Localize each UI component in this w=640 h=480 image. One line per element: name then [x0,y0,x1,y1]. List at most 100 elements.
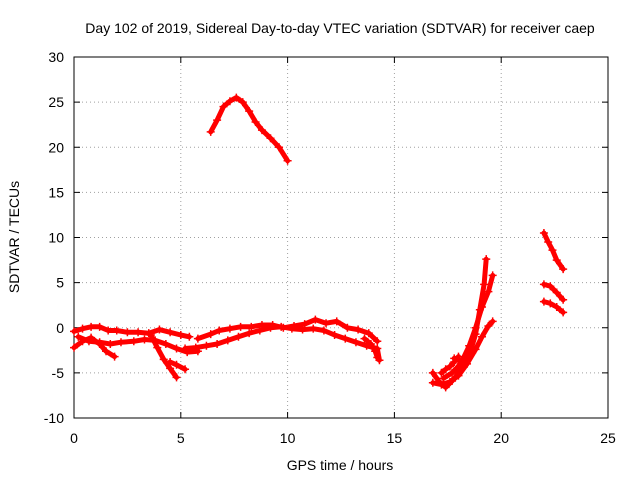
data-point [454,371,463,380]
data-point [552,256,561,265]
data-point [102,347,111,356]
data-point [439,374,448,383]
series-track [441,272,496,381]
series-arc-12 [439,271,497,383]
tick-label-layer: 0 5 10 15 20 25 -10 -5 0 5 10 15 20 25 30 [44,49,616,446]
data-point [153,343,162,352]
data-point [484,287,493,296]
data-point [219,102,228,111]
series-track [541,299,566,315]
data-point [488,271,497,280]
y-tick-label: 15 [48,184,64,200]
data-point [477,302,486,311]
x-tick-label: 5 [177,430,185,446]
data-point [213,116,222,125]
data-point [484,321,493,330]
plot-frame [73,56,609,419]
series-arc-6 [166,358,190,374]
data-point [437,380,446,389]
data-point [465,341,474,350]
data-point [266,134,275,143]
data-point [343,323,352,332]
data-point [172,373,181,382]
data-point [225,324,234,333]
series-arc-16 [539,297,568,317]
series-arc-15 [539,280,568,304]
data-point [70,327,78,336]
data-point [322,319,331,328]
data-point [552,288,561,297]
data-point [354,325,363,334]
grid-layer [74,57,608,418]
data-point [95,322,104,331]
data-point [437,368,446,377]
data-point [559,308,568,317]
x-tick-label: 15 [387,430,403,446]
y-tick-label: 30 [48,49,64,65]
data-point [548,246,557,255]
y-tick-label: -10 [44,410,64,426]
data-point [266,323,275,332]
series-arc-4 [74,332,202,357]
data-point [257,126,266,135]
data-point [255,326,264,335]
data-point [373,337,382,346]
data-point [236,322,245,331]
series-arc-9 [360,334,382,362]
data-point [110,352,119,361]
data-layer [70,93,568,392]
data-point [488,317,497,326]
series-arc-5 [146,330,181,382]
data-point [477,332,486,341]
data-point [172,344,181,353]
data-point [445,377,454,386]
data-point [366,339,375,348]
y-axis-label: SDTVAR / TECUs [6,181,22,293]
data-point [206,330,215,339]
data-point [482,255,491,264]
data-point [87,322,96,331]
data-point [129,337,138,346]
data-point [428,378,437,387]
data-point [330,330,339,339]
x-tick-label: 25 [600,430,616,446]
data-point [84,337,93,346]
data-point [193,334,202,343]
data-point [471,345,480,354]
series-track [541,281,566,303]
data-point [283,156,292,165]
series-track [208,95,291,164]
data-point [134,328,143,337]
data-point [116,338,125,347]
data-point [123,328,132,337]
data-point [364,329,373,338]
data-point [456,359,465,368]
y-tick-label: 25 [48,94,64,110]
data-point [428,368,437,377]
data-point [234,332,243,341]
series-arc-1 [206,93,292,165]
data-point [251,117,260,126]
x-tick-label: 20 [493,430,509,446]
data-point [319,326,328,335]
data-point [360,334,369,343]
data-point [275,143,284,152]
data-point [206,127,215,136]
data-point [448,368,457,377]
data-point [559,265,568,274]
data-point [74,332,83,341]
data-point [213,339,222,348]
data-point [202,341,211,350]
data-point [277,322,286,331]
data-point [106,339,115,348]
data-point [215,326,224,335]
y-tick-label: 5 [56,275,64,291]
data-point [176,330,185,339]
series-arc-11 [428,317,497,389]
series-track [362,336,380,360]
y-tick-label: 0 [56,320,64,336]
data-point [70,343,78,352]
data-point [480,280,489,289]
data-point [441,365,450,374]
